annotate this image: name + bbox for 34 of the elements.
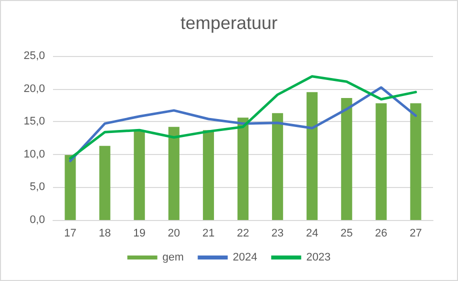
y-tick-label: 0,0 — [30, 214, 45, 226]
x-tick-label: 27 — [410, 228, 422, 240]
bar — [64, 155, 76, 220]
y-tick-label: 25,0 — [24, 50, 45, 62]
bar — [410, 103, 422, 220]
x-tick-label: 26 — [375, 228, 388, 240]
x-tick-label: 22 — [236, 228, 250, 240]
bar — [237, 118, 249, 220]
x-tick-label: 24 — [306, 228, 318, 240]
bar — [168, 126, 180, 220]
y-tick-label: 5,0 — [30, 181, 45, 194]
y-tick-label: 15,0 — [24, 116, 45, 128]
bar — [202, 130, 214, 220]
legend-label: 2023 — [306, 252, 331, 264]
bar — [306, 92, 318, 220]
x-tick-label: 19 — [133, 228, 146, 240]
x-tick-label: 17 — [64, 228, 76, 240]
y-tick-label: 10,0 — [24, 148, 45, 160]
bar — [341, 98, 352, 220]
legend-label: 2024 — [232, 252, 258, 264]
x-tick-label: 20 — [168, 228, 180, 240]
y-tick-label: 20,0 — [24, 82, 45, 95]
bar — [376, 103, 387, 220]
bar — [99, 146, 110, 220]
chart-title: temperatuur — [180, 13, 278, 33]
x-tick-label: 25 — [340, 228, 353, 240]
x-tick-label: 23 — [271, 228, 284, 240]
line-series — [69, 75, 417, 160]
legend-label: gem — [162, 252, 184, 264]
line-series — [69, 86, 417, 162]
x-tick-label: 18 — [98, 228, 111, 240]
bar — [272, 113, 284, 220]
bar — [134, 130, 145, 220]
x-tick-label: 21 — [202, 228, 215, 240]
